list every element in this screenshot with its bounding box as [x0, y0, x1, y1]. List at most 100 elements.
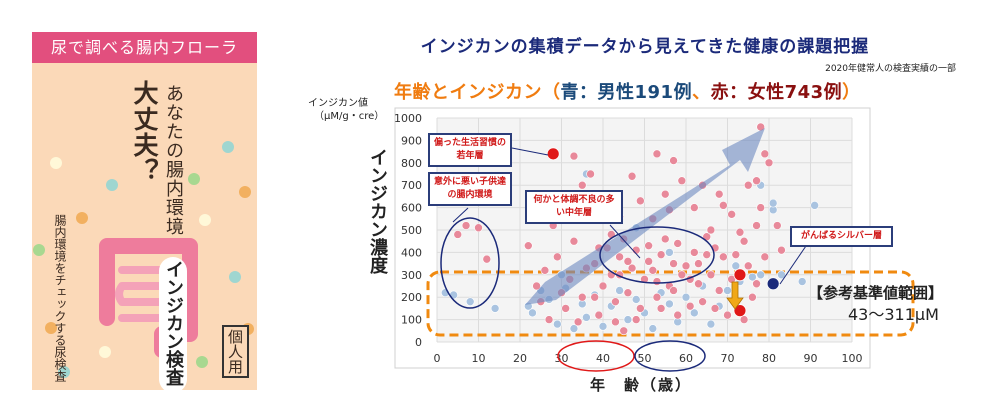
x-tick-label: 20	[513, 352, 527, 365]
female-data-point	[461, 221, 471, 230]
title-sep: 、	[692, 82, 711, 103]
x-tick-label: 60	[679, 352, 693, 365]
male-data-point	[756, 270, 766, 280]
female-data-point	[569, 151, 579, 161]
male-data-point	[648, 324, 658, 333]
male-data-point	[810, 201, 819, 210]
female-data-point	[752, 176, 761, 186]
x-tick-label: 50	[638, 352, 652, 365]
female-data-point	[590, 292, 600, 302]
female-data-point	[777, 245, 786, 255]
female-data-point	[636, 196, 645, 206]
female-data-point	[615, 252, 624, 262]
female-data-point	[689, 203, 699, 212]
age-60-70-ellipse	[634, 340, 706, 372]
female-data-point	[540, 266, 550, 275]
y-tick-label: 400	[401, 246, 422, 259]
package-question-main: 大丈夫？	[130, 80, 159, 184]
female-data-point	[669, 286, 678, 295]
female-data-point	[706, 225, 716, 235]
female-data-point	[553, 252, 562, 262]
female-data-point	[669, 259, 678, 268]
product-name: インジカン検査	[163, 260, 184, 386]
x-axis-title: 年 齢（歳）	[590, 376, 693, 394]
product-name-pill	[159, 257, 187, 390]
male-data-point	[465, 297, 475, 306]
female-data-point	[710, 304, 720, 313]
female-data-point	[652, 149, 662, 159]
annotation-young: 偏った生活習慣の若年層	[428, 133, 512, 167]
female-data-point	[474, 223, 483, 233]
female-data-point	[627, 263, 637, 273]
reference-label: 【参考基準値範囲】	[808, 284, 944, 302]
female-data-point	[772, 221, 782, 230]
male-data-point	[665, 248, 674, 257]
female-data-point	[743, 261, 753, 271]
x-tick-label: 100	[842, 352, 863, 365]
male-data-point	[582, 313, 591, 322]
y-tick-labels: 0 100 200 300 400 500 600 700 800 900 1000	[394, 112, 422, 349]
y-tick-label: 600	[401, 202, 422, 215]
female-data-point	[652, 292, 662, 302]
data-source-note: 2020年健常人の検査実績の一部	[825, 64, 956, 74]
female-data-point	[586, 169, 595, 179]
x-tick-label: 90	[804, 352, 818, 365]
female-data-point	[569, 236, 579, 246]
y-tick-label: 1000	[394, 112, 422, 125]
annotation-children: 意外に悪い子供達の腸内環境	[428, 172, 512, 206]
y-axis-title: インジカン濃度	[367, 148, 388, 274]
female-data-point	[636, 304, 645, 313]
product-package: 尿で調べる腸内フローラ 大丈夫？ あなたの腸内環境 腸内環境をチェックする尿検査…	[32, 32, 257, 390]
personal-use-badge: 個人用	[222, 325, 249, 378]
male-data-point	[598, 322, 608, 331]
female-data-point	[656, 250, 666, 259]
female-data-point	[544, 315, 554, 324]
highlighted-point	[546, 147, 560, 161]
female-data-point	[611, 317, 620, 327]
y-tick-label: 700	[401, 179, 422, 192]
female-data-point	[727, 210, 736, 219]
x-tick-label: 40	[596, 352, 610, 365]
title-prefix: 年齢とインジカン（	[394, 82, 561, 103]
female-data-point	[623, 257, 633, 266]
female-data-point	[660, 234, 670, 244]
female-data-point	[752, 279, 761, 289]
female-data-point	[623, 288, 633, 298]
male-data-point	[569, 324, 579, 333]
male-data-point	[777, 270, 786, 280]
female-data-point	[677, 270, 687, 280]
male-data-point	[615, 286, 624, 295]
female-data-point	[764, 158, 774, 168]
female-data-point	[644, 257, 653, 266]
y-tick-label: 900	[401, 134, 422, 147]
highlighted-point	[766, 277, 780, 291]
x-tick-label: 80	[762, 352, 776, 365]
title-male: 青：男性191例	[560, 82, 693, 103]
male-data-point	[623, 315, 633, 324]
female-data-point	[627, 171, 637, 181]
children-ellipse	[440, 217, 500, 309]
female-data-point	[719, 252, 728, 262]
package-side-text: 腸内環境をチェックする尿検査	[53, 214, 67, 382]
male-data-point	[689, 308, 699, 318]
trend-arrow	[525, 128, 765, 305]
male-data-point	[631, 295, 641, 304]
x-tick-label: 70	[721, 352, 735, 365]
female-data-point	[706, 270, 716, 280]
female-data-point	[748, 292, 757, 302]
title-suffix: ）	[842, 82, 861, 103]
reference-range-box	[426, 270, 915, 337]
male-data-point	[723, 286, 732, 295]
female-data-point	[698, 297, 707, 306]
female-data-point	[702, 250, 712, 259]
y-tick-label: 100	[401, 314, 422, 327]
female-data-point	[573, 317, 583, 327]
main-title: インジカンの集積データから見えてきた健康の課題把握	[420, 37, 870, 57]
female-data-point	[594, 310, 604, 320]
female-data-point	[735, 227, 745, 237]
annotation-leaders	[452, 147, 809, 285]
female-data-point	[694, 279, 703, 289]
female-data-point	[739, 236, 749, 246]
x-tick-label: 0	[434, 352, 441, 365]
female-data-point	[714, 286, 724, 295]
